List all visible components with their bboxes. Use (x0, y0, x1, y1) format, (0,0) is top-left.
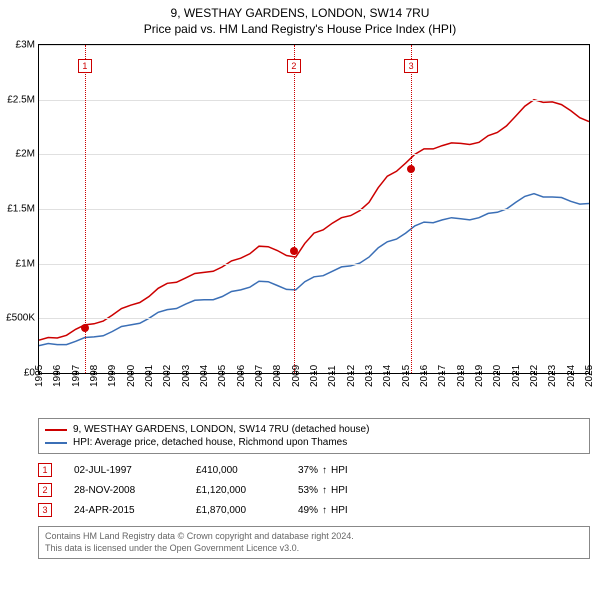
gridline (39, 318, 589, 319)
arrow-up-icon: ↑ (322, 485, 327, 496)
y-axis-label: £2M (16, 149, 35, 160)
x-axis-label: 2005 (217, 365, 228, 387)
sales-marker-box: 3 (38, 503, 52, 517)
sales-marker-box: 2 (38, 483, 52, 497)
legend-row: HPI: Average price, detached house, Rich… (45, 436, 583, 449)
x-axis-label: 1998 (89, 365, 100, 387)
legend-swatch (45, 429, 67, 431)
attribution-line: Contains HM Land Registry data © Crown c… (45, 531, 583, 543)
gridline (39, 209, 589, 210)
sales-row: 3 24-APR-2015 £1,870,000 49% ↑ HPI (38, 500, 590, 520)
x-axis-label: 2021 (511, 365, 522, 387)
arrow-up-icon: ↑ (322, 465, 327, 476)
x-axis-label: 2020 (492, 365, 503, 387)
x-axis-label: 1997 (71, 365, 82, 387)
x-axis-label: 2018 (456, 365, 467, 387)
event-marker-box: 1 (78, 59, 92, 73)
sales-marker-box: 1 (38, 463, 52, 477)
y-axis-label: £3M (16, 40, 35, 51)
sales-date: 24-APR-2015 (74, 505, 174, 516)
title-subtitle: Price paid vs. HM Land Registry's House … (0, 22, 600, 36)
x-axis-label: 1999 (107, 365, 118, 387)
event-dot (81, 324, 89, 332)
event-dot (407, 165, 415, 173)
chart-plot-area: £0£500K£1M£1.5M£2M£2.5M£3M19951996199719… (38, 44, 590, 374)
sales-date: 28-NOV-2008 (74, 485, 174, 496)
x-axis-label: 2012 (346, 365, 357, 387)
attribution-line: This data is licensed under the Open Gov… (45, 543, 583, 555)
x-axis-label: 2017 (437, 365, 448, 387)
x-axis-label: 2025 (584, 365, 595, 387)
y-axis-label: £1M (16, 258, 35, 269)
gridline (39, 45, 589, 46)
x-axis-label: 2016 (419, 365, 430, 387)
x-axis-label: 2007 (254, 365, 265, 387)
chart-legend: 9, WESTHAY GARDENS, LONDON, SW14 7RU (de… (38, 418, 590, 454)
legend-swatch (45, 442, 67, 444)
chart-title-block: 9, WESTHAY GARDENS, LONDON, SW14 7RU Pri… (0, 0, 600, 36)
event-marker-box: 3 (404, 59, 418, 73)
x-axis-label: 2023 (547, 365, 558, 387)
x-axis-label: 2019 (474, 365, 485, 387)
sales-pct: 49% ↑ HPI (298, 505, 348, 516)
x-axis-label: 2013 (364, 365, 375, 387)
x-axis-label: 2003 (181, 365, 192, 387)
x-axis-label: 2011 (327, 365, 338, 387)
x-axis-label: 1995 (34, 365, 45, 387)
sales-price: £1,120,000 (196, 485, 276, 496)
sales-pct: 53% ↑ HPI (298, 485, 348, 496)
series-line (39, 100, 589, 341)
gridline (39, 154, 589, 155)
series-line (39, 194, 589, 346)
sales-table: 1 02-JUL-1997 £410,000 37% ↑ HPI 2 28-NOV-200… (38, 460, 590, 520)
x-axis-label: 2004 (199, 365, 210, 387)
legend-label: HPI: Average price, detached house, Rich… (73, 437, 347, 448)
x-axis-label: 2002 (162, 365, 173, 387)
x-axis-label: 2010 (309, 365, 320, 387)
event-vline (294, 45, 295, 373)
x-axis-label: 1996 (52, 365, 63, 387)
sales-date: 02-JUL-1997 (74, 465, 174, 476)
legend-label: 9, WESTHAY GARDENS, LONDON, SW14 7RU (de… (73, 424, 369, 435)
x-axis-label: 2006 (236, 365, 247, 387)
legend-row: 9, WESTHAY GARDENS, LONDON, SW14 7RU (de… (45, 423, 583, 436)
sales-row: 2 28-NOV-2008 £1,120,000 53% ↑ HPI (38, 480, 590, 500)
y-axis-label: £2.5M (7, 94, 35, 105)
x-axis-label: 2024 (566, 365, 577, 387)
x-axis-label: 2022 (529, 365, 540, 387)
x-axis-label: 2000 (126, 365, 137, 387)
sales-row: 1 02-JUL-1997 £410,000 37% ↑ HPI (38, 460, 590, 480)
gridline (39, 264, 589, 265)
event-dot (290, 247, 298, 255)
x-axis-label: 2015 (401, 365, 412, 387)
x-axis-label: 2001 (144, 365, 155, 387)
title-address: 9, WESTHAY GARDENS, LONDON, SW14 7RU (0, 6, 600, 20)
sales-pct: 37% ↑ HPI (298, 465, 348, 476)
event-marker-box: 2 (287, 59, 301, 73)
arrow-up-icon: ↑ (322, 505, 327, 516)
y-axis-label: £1.5M (7, 204, 35, 215)
sales-price: £1,870,000 (196, 505, 276, 516)
sales-price: £410,000 (196, 465, 276, 476)
y-axis-label: £500K (6, 313, 35, 324)
x-axis-label: 2008 (272, 365, 283, 387)
event-vline (411, 45, 412, 373)
attribution-box: Contains HM Land Registry data © Crown c… (38, 526, 590, 559)
gridline (39, 100, 589, 101)
x-axis-label: 2009 (291, 365, 302, 387)
x-axis-label: 2014 (382, 365, 393, 387)
